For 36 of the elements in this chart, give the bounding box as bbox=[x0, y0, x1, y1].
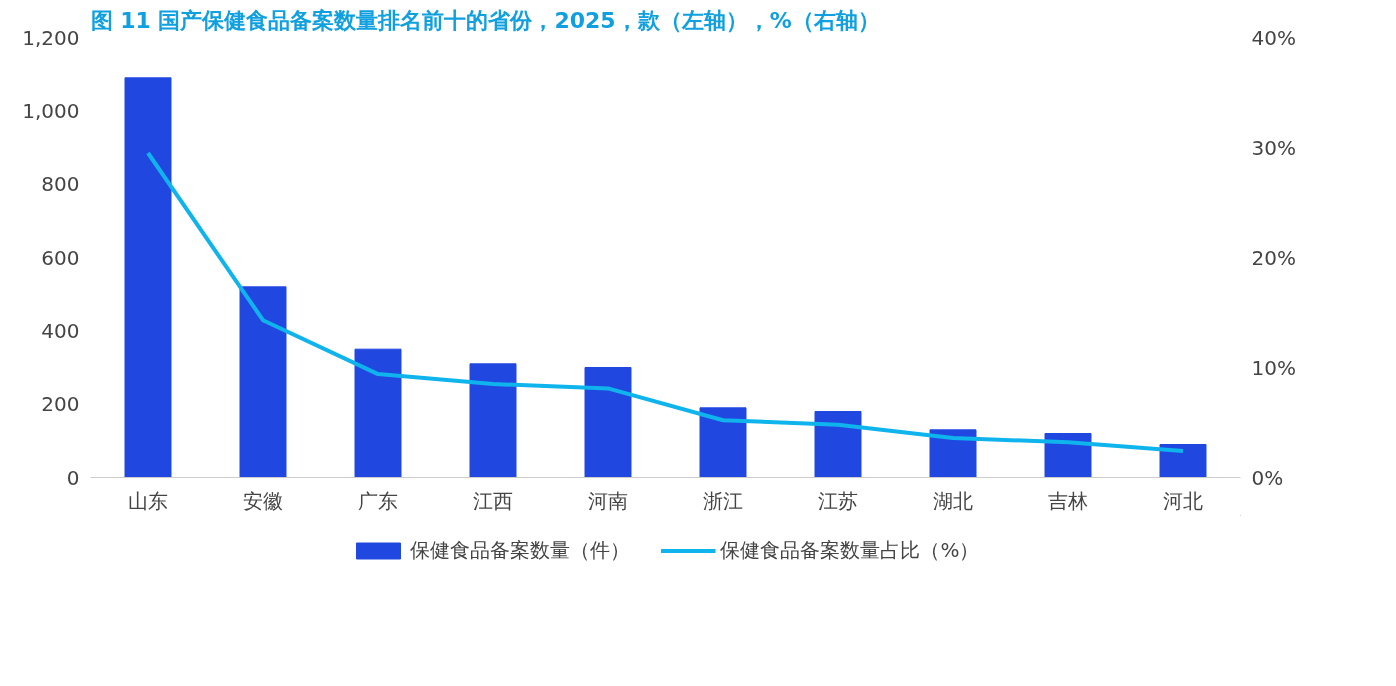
bar bbox=[469, 363, 517, 478]
x-tick-label: 广东 bbox=[358, 488, 398, 513]
bar bbox=[239, 286, 287, 478]
bar bbox=[1044, 433, 1092, 478]
bar bbox=[929, 429, 977, 478]
y-tick-label: 1,000 bbox=[22, 98, 80, 123]
legend-label: 保健食品备案数量占比（%） bbox=[720, 536, 980, 564]
y2-tick-label: 30% bbox=[1251, 135, 1296, 160]
x-tick-label: 湖北 bbox=[933, 488, 973, 513]
y-tick-label: 200 bbox=[41, 392, 80, 417]
x-tick-label: 江西 bbox=[473, 488, 513, 513]
line-series bbox=[146, 151, 1185, 454]
y-tick-label: 600 bbox=[41, 245, 80, 270]
y-tick-label: 800 bbox=[41, 172, 80, 197]
legend-label: 保健食品备案数量（件） bbox=[410, 536, 631, 564]
bar bbox=[1159, 444, 1207, 478]
x-tick-label: 安徽 bbox=[243, 488, 283, 513]
bar bbox=[584, 367, 632, 478]
bar bbox=[124, 77, 172, 478]
y2-tick-label: 0% bbox=[1251, 465, 1284, 490]
y-tick-label: 1,200 bbox=[22, 25, 80, 50]
x-tick-label: 山东 bbox=[128, 488, 168, 513]
x-tick-label: 河北 bbox=[1163, 488, 1203, 513]
bar bbox=[814, 411, 862, 478]
y-tick-label: 0 bbox=[66, 465, 80, 490]
y2-tick-label: 20% bbox=[1251, 245, 1296, 270]
x-tick-label: 浙江 bbox=[703, 488, 743, 513]
chart-title: 图 11 国产保健食品备案数量排名前十的省份，2025，款（左轴），%（右轴） bbox=[90, 7, 880, 33]
y2-tick-label: 40% bbox=[1251, 25, 1296, 50]
bar bbox=[699, 407, 747, 478]
y-tick-label: 400 bbox=[41, 318, 80, 343]
y2-tick-label: 10% bbox=[1251, 355, 1296, 380]
x-tick-label: 吉林 bbox=[1048, 488, 1088, 513]
x-tick-label: 江苏 bbox=[818, 488, 858, 513]
bar bbox=[354, 348, 402, 478]
x-tick-label: 河南 bbox=[588, 488, 628, 513]
